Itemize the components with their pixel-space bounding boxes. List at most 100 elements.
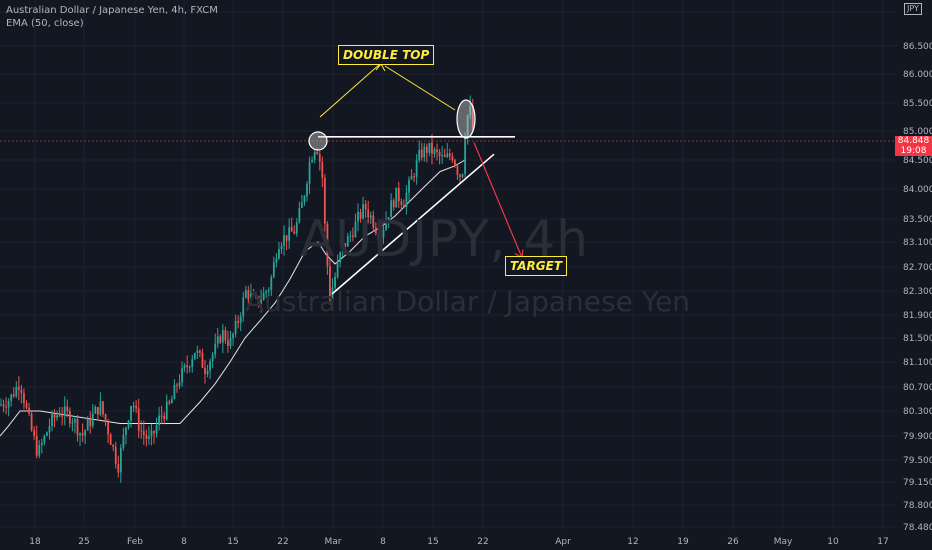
candle-body [109,434,112,445]
candle-body [224,330,227,341]
candle-body [216,336,219,344]
candle-body [89,419,92,426]
candle-body [102,401,104,415]
candle-body [267,289,270,292]
candle-body [122,434,125,448]
candle-body [186,365,189,368]
candle-body [377,233,380,240]
candle-body [423,146,426,158]
candle-body [58,415,61,417]
current-price-tag: 84.848 [895,136,932,146]
candle-body [30,413,33,431]
candle-body [40,442,43,446]
time-tick-label: 8 [380,537,386,547]
double-top-label[interactable]: DOUBLE TOP [338,45,435,65]
price-tick-label: 81.900 [903,311,932,321]
candle-body [397,187,400,202]
candlestick-series [0,95,474,483]
candle-body [428,142,431,153]
candle-body [191,359,194,368]
candle-body [155,425,158,434]
candle-body [15,386,18,397]
candle-body [316,151,319,155]
candle-body [43,435,46,443]
candle-body [53,413,56,418]
indicator-legend: EMA (50, close) [6,18,84,29]
time-tick-label: May [774,537,793,547]
candle-body [12,394,15,397]
name-watermark: Australian Dollar / Japanese Yen [245,285,691,318]
candle-body [153,430,155,434]
candle-body [127,420,130,428]
candle-body [283,235,285,246]
candle-body [311,159,313,163]
candle-body [354,221,357,237]
price-tick-label: 84.000 [903,185,932,195]
price-tick-label: 83.500 [903,215,932,225]
price-tick-label: 85.000 [903,127,932,137]
candle-body [260,300,262,304]
candle-body [130,406,132,421]
candle-body [318,154,321,162]
candle-body [211,354,214,362]
price-tick-label: 82.300 [903,287,932,297]
candle-body [441,155,444,157]
candle-body [392,200,395,208]
candle-body [459,174,461,177]
time-tick-label: 25 [78,537,89,547]
candle-body [410,176,413,180]
candle-body [114,446,117,464]
candle-body [262,292,265,301]
candle-body [456,166,459,175]
candle-body [390,200,393,218]
candle-body [204,367,206,375]
candle-body [112,444,115,447]
candle-body [252,293,255,296]
time-tick-label: 8 [181,537,187,547]
candle-body [364,204,367,210]
candle-body [405,192,408,208]
candle-body [97,407,99,415]
candle-body [339,252,342,263]
candle-body [17,386,20,390]
candle-body [51,413,53,427]
price-tick-label: 79.900 [903,432,932,442]
candle-body [46,432,48,436]
candle-body [142,431,145,436]
candle-body [35,436,38,456]
candle-body [209,361,211,371]
time-tick-label: 10 [827,537,839,547]
candle-body [454,160,456,167]
candle-body [334,276,336,288]
candle-body [285,235,288,241]
price-tick-label: 79.500 [903,456,932,466]
candle-body [418,149,421,161]
target-label[interactable]: TARGET [505,256,568,276]
candle-body [438,152,441,156]
price-tick-label: 78.480 [903,523,932,533]
time-tick-label: Apr [555,537,571,547]
candle-body [433,149,436,154]
candle-body [2,404,5,407]
candle-body [86,419,89,431]
candle-body [165,401,168,420]
candle-body [313,151,316,160]
time-tick-label: Mar [325,537,342,547]
candle-body [137,408,140,431]
candle-body [385,220,387,230]
candle-body [196,350,199,353]
candle-body [23,392,25,404]
candle-body [178,382,181,386]
candle-body [367,209,370,218]
candle-body [158,415,160,426]
candle-body [323,177,326,224]
candle-body [68,410,71,424]
candle-body [132,405,135,407]
candle-body [48,426,51,433]
price-tick-label: 81.500 [903,334,932,344]
currency-unit-badge[interactable]: JPY [904,3,922,15]
candle-body [20,389,23,393]
candle-body [400,201,403,205]
candle-body [7,401,10,408]
